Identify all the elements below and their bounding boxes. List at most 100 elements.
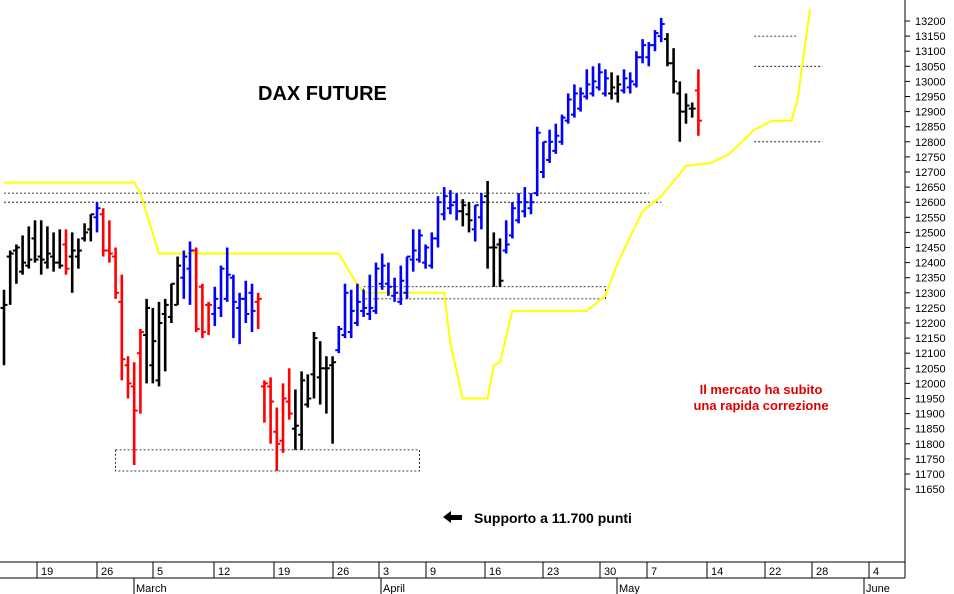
x-tick-label: 12	[218, 566, 230, 578]
ohlc-bar	[434, 196, 442, 248]
ohlc-bar	[56, 229, 64, 269]
ohlc-bar	[422, 244, 430, 269]
ohlc-bar	[626, 72, 634, 94]
ohlc-bar	[229, 274, 237, 339]
x-tick-label: 16	[489, 566, 501, 578]
ohlc-bar	[620, 69, 628, 94]
ohlc-bar	[533, 126, 541, 197]
trailing-stop-line	[4, 8, 811, 400]
ohlc-bar	[688, 102, 696, 118]
ohlc-bar	[329, 356, 337, 444]
y-tick-label: 12750	[915, 152, 946, 164]
ohlc-bar	[242, 280, 250, 323]
x-tick-label: 22	[769, 566, 781, 578]
y-tick-label: 11750	[915, 454, 945, 466]
ohlc-bar	[403, 255, 411, 299]
y-tick-label: 11650	[915, 484, 945, 496]
ohlc-bar	[657, 17, 665, 43]
ohlc-bar	[446, 190, 454, 215]
x-tick-label: 3	[383, 566, 389, 578]
x-tick-label: 4	[873, 566, 879, 578]
ohlc-bar	[477, 193, 485, 230]
ohlc-bar	[384, 262, 392, 296]
x-tick-label: 5	[157, 566, 163, 578]
y-tick-label: 12650	[915, 182, 946, 194]
ohlc-bar	[217, 265, 225, 317]
ohlc-bar	[670, 48, 678, 94]
price-bars	[0, 17, 702, 471]
y-tick-label: 12900	[915, 107, 946, 119]
ohlc-bar	[391, 277, 399, 302]
chart-title: DAX FUTURE	[258, 83, 387, 105]
y-tick-label: 12700	[915, 167, 946, 179]
ohlc-bar	[124, 356, 132, 399]
x-tick-label: 19	[278, 566, 290, 578]
ohlc-bar	[570, 84, 578, 118]
ohlc-bar	[267, 377, 275, 444]
ohlc-bar	[12, 244, 20, 284]
x-tick-label: 14	[711, 566, 723, 578]
ohlc-bar	[502, 220, 510, 254]
ohlc-bar	[25, 226, 33, 269]
ohlc-bar	[223, 247, 231, 302]
ohlc-bar	[62, 229, 70, 275]
ohlc-bar	[471, 204, 479, 242]
ohlc-bar	[639, 39, 647, 64]
ohlc-bar	[74, 238, 82, 269]
ohlc-bar	[31, 220, 39, 263]
y-tick-label: 12500	[915, 227, 946, 239]
ohlc-bar	[608, 72, 616, 100]
note-line-1: Il mercato ha subito	[700, 382, 823, 397]
ohlc-bar	[521, 187, 529, 218]
ohlc-bar	[601, 69, 609, 97]
ohlc-bar	[527, 193, 535, 215]
y-tick-label: 12000	[915, 378, 946, 390]
ohlc-bar	[43, 226, 51, 269]
ohlc-bar	[6, 250, 14, 305]
ohlc-bar	[112, 247, 120, 299]
y-tick-label: 12050	[915, 363, 946, 375]
ohlc-bar	[192, 247, 200, 333]
y-tick-label: 11850	[915, 424, 945, 436]
y-tick-label: 12550	[915, 212, 946, 224]
ohlc-bar	[694, 69, 702, 136]
ohlc-bar	[558, 114, 566, 145]
x-tick-label: 23	[547, 566, 559, 578]
ohlc-bar	[347, 289, 355, 339]
ohlc-bar	[465, 202, 473, 233]
ohlc-bar	[180, 250, 188, 299]
month-label: March	[136, 583, 167, 594]
y-tick-label: 12100	[915, 348, 946, 360]
ohlc-bar	[515, 193, 523, 224]
ohlc-bar	[564, 93, 572, 124]
ohlc-bar	[595, 63, 603, 91]
x-tick-label: 28	[816, 566, 828, 578]
y-tick-label: 12850	[915, 122, 946, 134]
trailing-stop-series	[4, 8, 811, 400]
ohlc-bar	[409, 229, 417, 272]
ohlc-bar	[546, 129, 554, 163]
ohlc-bar	[490, 232, 498, 287]
ohlc-bar	[19, 235, 27, 275]
ohlc-bar	[415, 229, 423, 263]
ohlc-bar	[149, 307, 157, 384]
ohlc-bar	[298, 371, 306, 450]
y-tick-label: 13050	[915, 61, 946, 73]
ohlc-bar	[539, 140, 547, 179]
ohlc-bar	[105, 220, 113, 263]
ohlc-bar	[552, 123, 560, 154]
y-tick-label: 12150	[915, 333, 946, 345]
ohlc-bar	[273, 407, 281, 471]
ohlc-bar	[285, 368, 293, 420]
ohlc-bar	[205, 301, 213, 336]
ohlc-bar	[583, 69, 591, 100]
ohlc-bar	[198, 283, 206, 339]
x-tick-label: 9	[430, 566, 436, 578]
ohlc-bar	[372, 262, 380, 314]
y-tick-label: 13150	[915, 31, 946, 43]
y-tick-label: 12200	[915, 318, 946, 330]
ohlc-bar	[260, 380, 268, 423]
